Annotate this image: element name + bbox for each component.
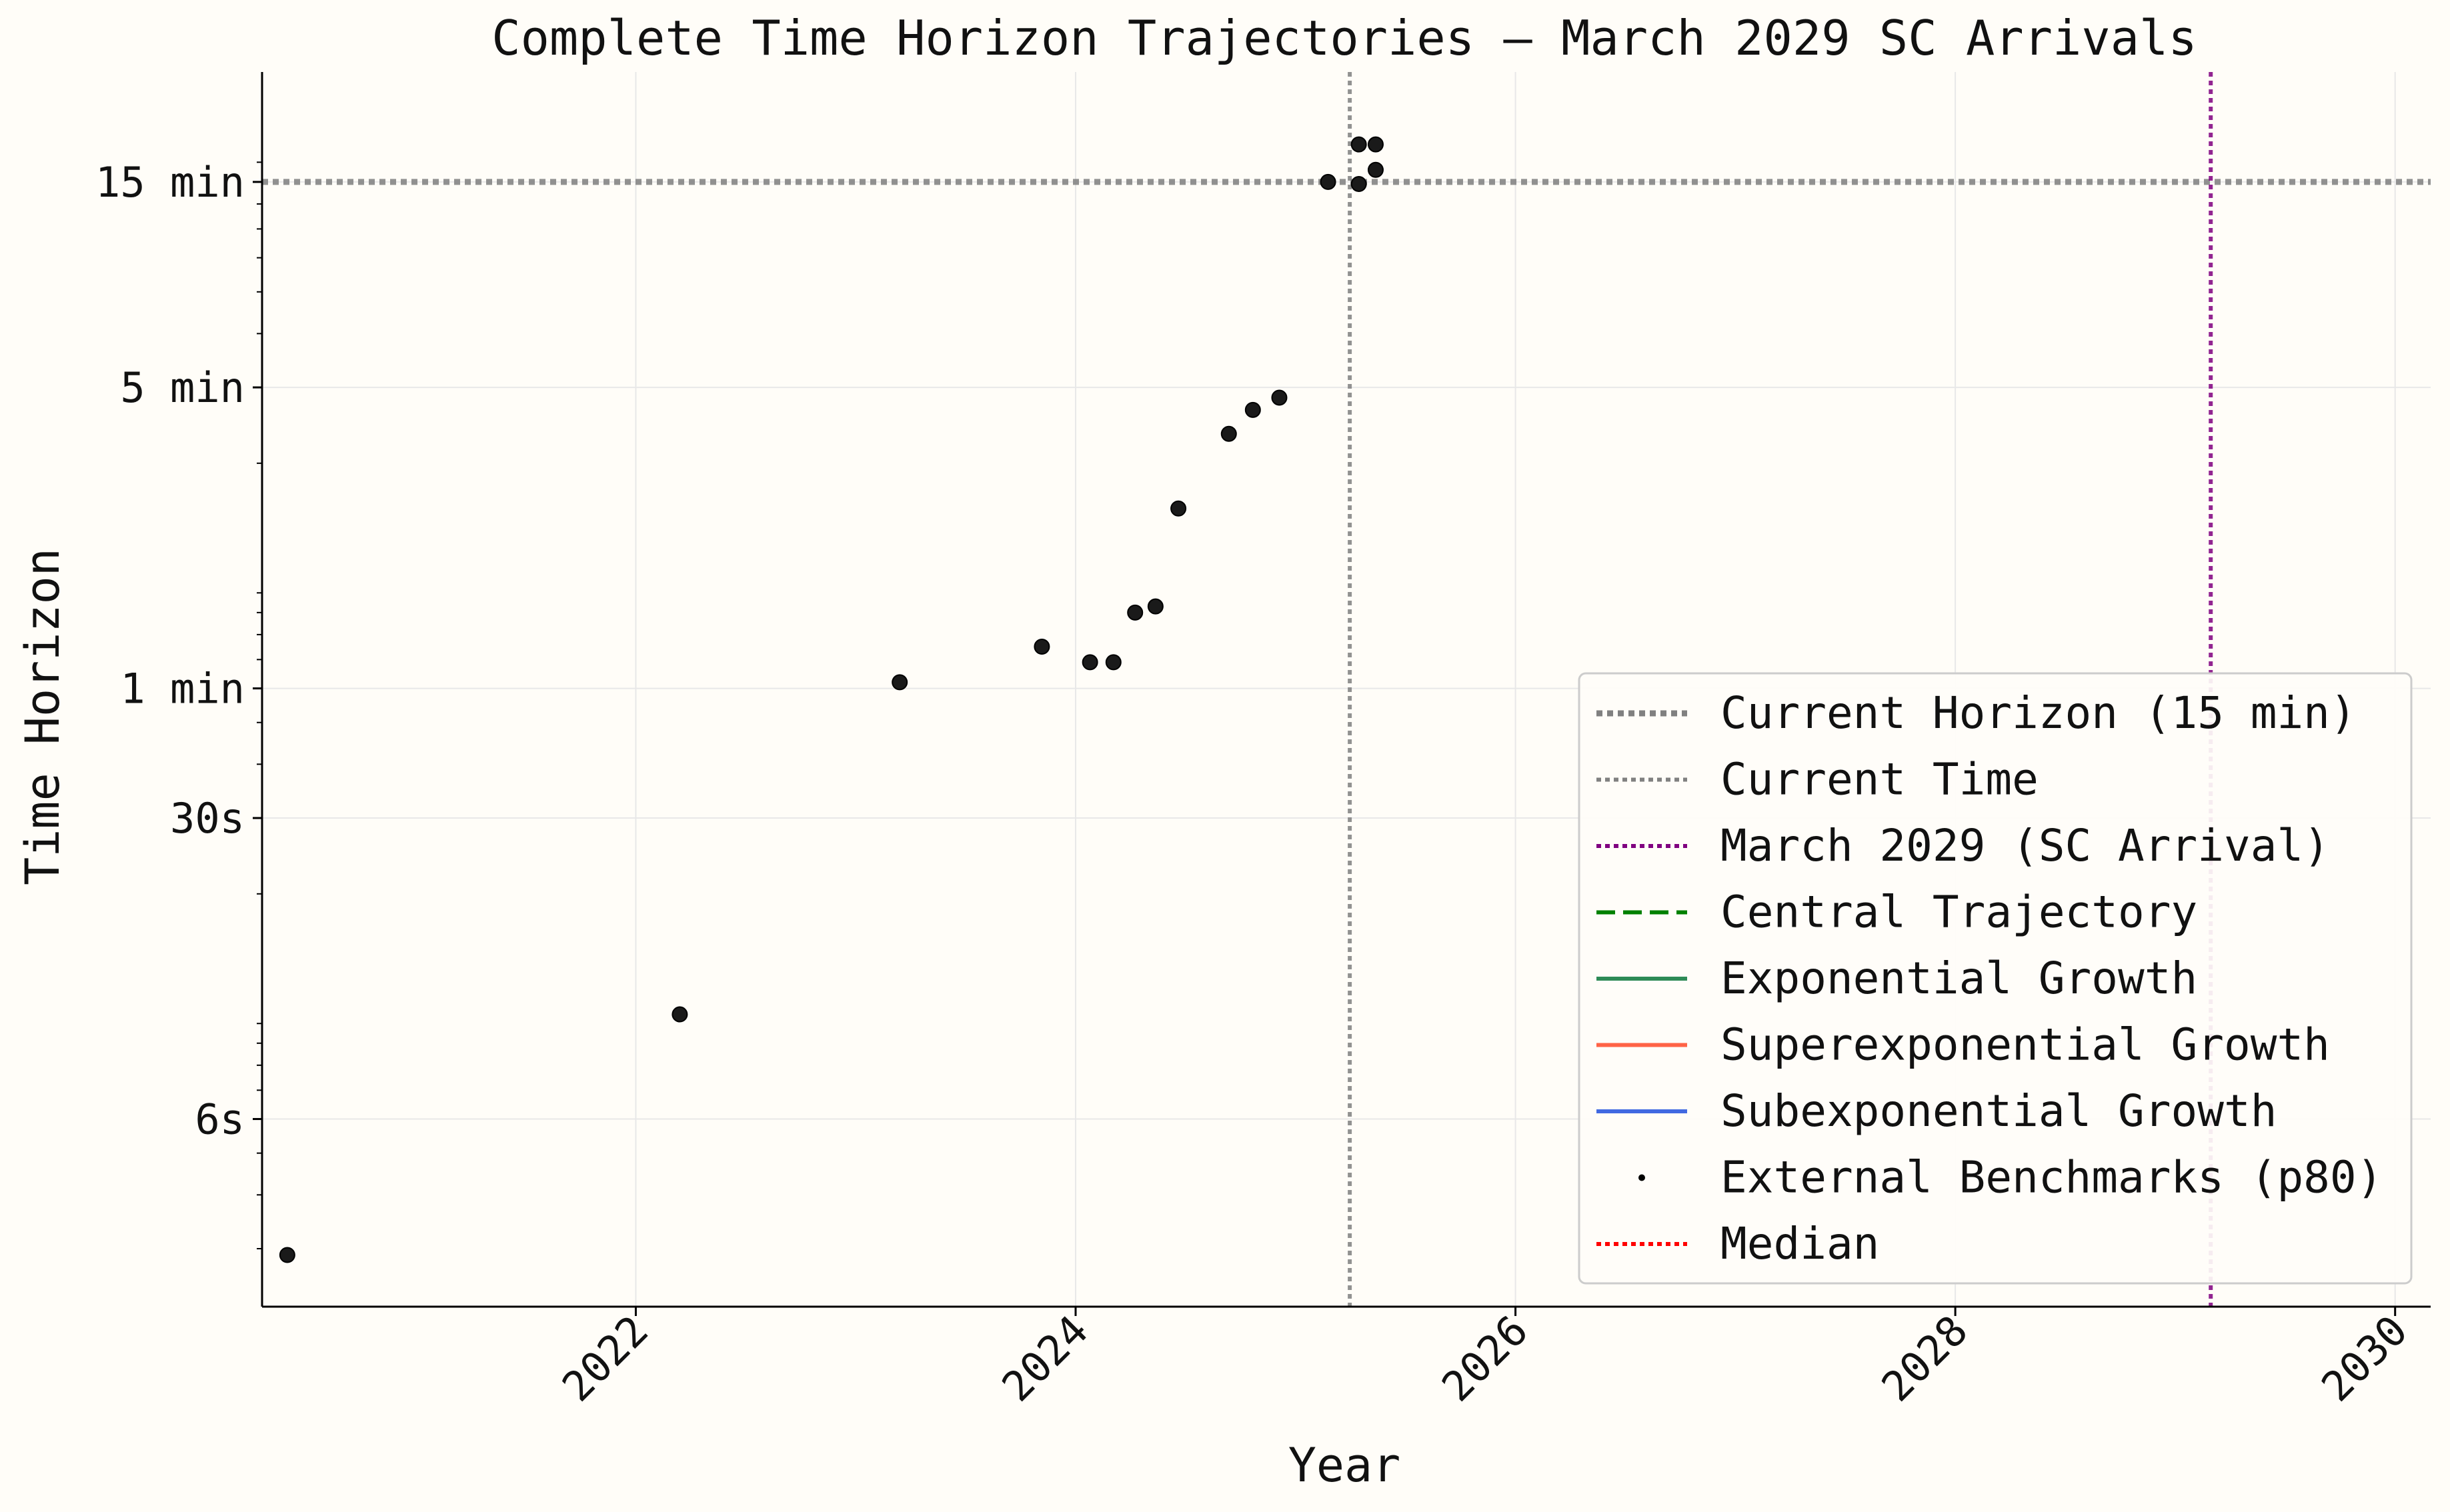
legend-label: External Benchmarks (p80) <box>1720 1152 2383 1203</box>
legend-label: March 2029 (SC Arrival) <box>1720 820 2330 871</box>
legend-label: Superexponential Growth <box>1720 1019 2330 1071</box>
axes <box>253 72 2431 1316</box>
x-axis-label: Year <box>1288 1438 1401 1493</box>
data-point <box>1271 389 1288 406</box>
legend-label: Current Time <box>1720 754 2039 805</box>
data-point <box>1034 638 1050 655</box>
y-tick-label: 15 min <box>95 158 245 207</box>
legend-label: Median <box>1720 1218 1879 1269</box>
data-point <box>1350 136 1367 153</box>
y-tick-label: 5 min <box>120 363 245 412</box>
data-point <box>1127 604 1144 621</box>
data-point <box>1244 401 1261 418</box>
data-point <box>1082 654 1098 671</box>
data-point <box>1367 136 1384 153</box>
data-point <box>1170 500 1187 517</box>
data-point <box>1320 173 1336 190</box>
y-tick-label: 30s <box>170 794 245 843</box>
legend-box <box>1578 672 2413 1285</box>
data-point <box>279 1247 295 1263</box>
legend-label: Central Trajectory <box>1720 887 2197 938</box>
data-point <box>1147 598 1164 615</box>
legend-marker <box>1638 1174 1645 1181</box>
y-tick-label: 6s <box>195 1095 245 1144</box>
legend-label: Current Horizon (15 min) <box>1720 687 2357 739</box>
chart-title: Complete Time Horizon Trajectories — Mar… <box>491 10 2197 66</box>
data-point <box>1220 425 1237 442</box>
legend: Current Horizon (15 min) Current Time Marc… <box>1578 672 2413 1285</box>
y-tick-label: 1 min <box>120 665 245 713</box>
data-point <box>892 674 908 691</box>
data-point <box>672 1006 688 1023</box>
data-point <box>1350 176 1367 193</box>
data-points <box>279 136 1384 1263</box>
legend-label: Subexponential Growth <box>1720 1085 2277 1137</box>
y-axis-label: Time Horizon <box>15 548 70 885</box>
data-point <box>1105 654 1122 671</box>
legend-label: Exponential Growth <box>1720 953 2197 1004</box>
data-point <box>1367 161 1384 178</box>
